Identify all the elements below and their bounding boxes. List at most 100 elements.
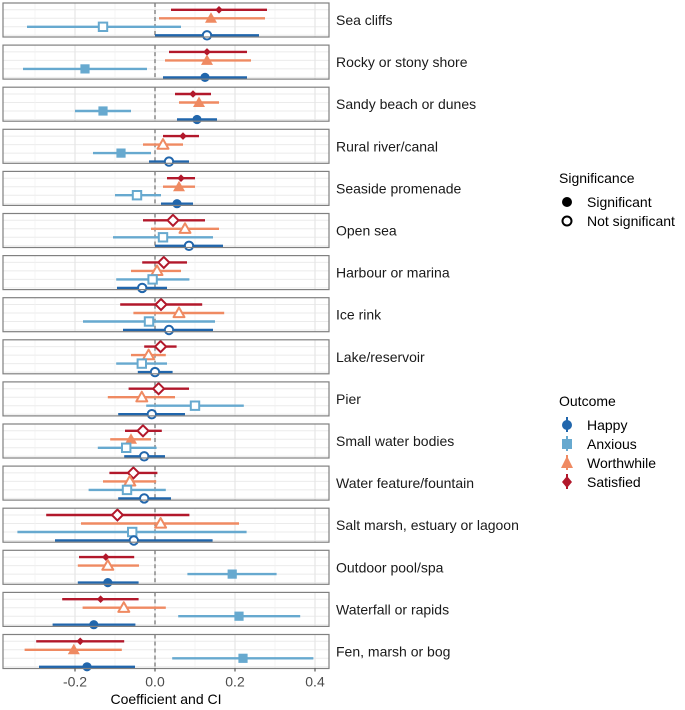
point-circle — [137, 282, 148, 294]
estimate-happy — [39, 662, 135, 672]
facet-label: Fen, marsh or bog — [336, 644, 450, 660]
estimate-worthwhile — [24, 643, 122, 655]
point-diamond — [136, 423, 150, 438]
point-square — [238, 653, 248, 663]
panel-border — [2, 423, 330, 459]
panel-border — [2, 549, 330, 585]
estimate-satisfied — [142, 255, 187, 270]
legend-label: Not significant — [587, 212, 675, 229]
legend-item-significant: Significant — [559, 192, 675, 211]
point-circle — [128, 535, 140, 546]
panel-border — [2, 465, 330, 501]
point-triangle — [67, 643, 80, 655]
estimate-anxious — [146, 400, 244, 411]
filled-circle-icon — [562, 197, 572, 207]
point-square — [116, 148, 126, 158]
point-triangle — [201, 54, 213, 65]
facet-label: Lake/reservoir — [336, 349, 425, 365]
estimate-satisfied — [175, 90, 211, 98]
estimate-satisfied — [143, 213, 205, 228]
estimate-satisfied — [62, 595, 139, 603]
legend-label: Happy — [587, 416, 628, 433]
point-circle — [163, 156, 175, 167]
facet-panel-seaside-promenade: Seaside promenade — [2, 170, 462, 209]
point-diamond — [154, 297, 168, 312]
point-circle — [149, 366, 161, 378]
point-diamond — [156, 255, 171, 270]
point-circle — [201, 30, 213, 41]
estimate-anxious — [75, 106, 131, 116]
point-diamond — [151, 381, 166, 396]
facet-panels: Sea cliffs Rocky or stony shore Sandy beac… — [2, 2, 519, 672]
estimate-happy — [77, 578, 139, 588]
panel-border — [2, 86, 330, 122]
panel-border — [2, 507, 330, 543]
legend-item-happy: Happy — [559, 415, 656, 434]
point-diamond — [166, 213, 180, 228]
estimate-worthwhile — [77, 559, 139, 571]
facet-label: Sandy beach or dunes — [336, 96, 476, 112]
point-circle — [183, 240, 195, 252]
estimate-anxious — [23, 64, 147, 74]
point-circle — [172, 199, 182, 209]
point-circle — [200, 72, 210, 82]
estimate-anxious — [113, 232, 213, 243]
estimate-anxious — [27, 21, 181, 32]
point-square — [147, 274, 158, 285]
point-diamond — [189, 90, 197, 98]
diamond-icon — [562, 474, 572, 489]
panel-background — [3, 45, 329, 80]
point-circle — [163, 324, 175, 336]
estimate-worthwhile — [165, 54, 251, 65]
legend-item-satisfied: Satisfied — [559, 472, 656, 491]
point-square — [80, 64, 90, 74]
panel-background — [3, 171, 329, 206]
panel-background — [3, 3, 329, 37]
point-circle — [89, 620, 99, 630]
legend-item-worthwhile: Worthwhile — [559, 453, 656, 472]
facet-panel-salt-marsh-estuary-or-lagoon: Salt marsh, estuary or lagoon — [2, 507, 519, 546]
triangle-icon — [561, 455, 573, 470]
facet-panel-water-feature-fountain: Water feature/fountain — [2, 465, 474, 504]
legend-label: Satisfied — [587, 473, 641, 490]
point-square — [136, 358, 148, 369]
facet-panel-sandy-beach-or-dunes: Sandy beach or dunes — [2, 86, 476, 125]
panel-background — [3, 87, 329, 122]
estimate-worthwhile — [131, 348, 166, 361]
open-circle-icon — [561, 215, 573, 227]
estimate-satisfied — [144, 339, 177, 354]
estimate-satisfied — [125, 423, 162, 438]
x-axis: -0.2 0.0 0.2 0.4 — [63, 668, 325, 690]
estimate-anxious — [116, 358, 167, 369]
estimate-worthwhile — [159, 12, 265, 23]
estimate-satisfied — [36, 637, 125, 646]
point-diamond — [179, 132, 187, 140]
estimate-worthwhile — [163, 180, 195, 192]
estimate-anxious — [83, 316, 215, 327]
point-square — [131, 190, 143, 201]
facet-label: Outdoor pool/spa — [336, 559, 444, 575]
estimate-worthwhile — [110, 433, 151, 444]
legend-item-not-significant: Not significant — [559, 211, 675, 230]
estimate-anxious — [115, 190, 161, 201]
panel-background — [3, 339, 329, 374]
panel-border — [2, 44, 330, 80]
legend-label: Anxious — [587, 435, 637, 452]
facet-label: Sea cliffs — [336, 12, 393, 28]
estimate-worthwhile — [107, 390, 175, 403]
point-square — [121, 484, 133, 496]
x-tick-label: -0.2 — [63, 674, 87, 690]
facet-panel-pier: Pier — [2, 381, 361, 420]
estimate-worthwhile — [151, 222, 219, 234]
point-circle — [139, 493, 150, 504]
facet-label: Pier — [336, 391, 361, 407]
panel-background — [3, 424, 329, 458]
facet-label: Rocky or stony shore — [336, 54, 468, 70]
facet-label: Small water bodies — [336, 433, 454, 449]
estimate-satisfied — [120, 297, 203, 312]
estimate-worthwhile — [143, 138, 183, 150]
point-triangle — [205, 12, 217, 23]
panel-border — [2, 2, 330, 38]
panel-background — [3, 550, 329, 585]
